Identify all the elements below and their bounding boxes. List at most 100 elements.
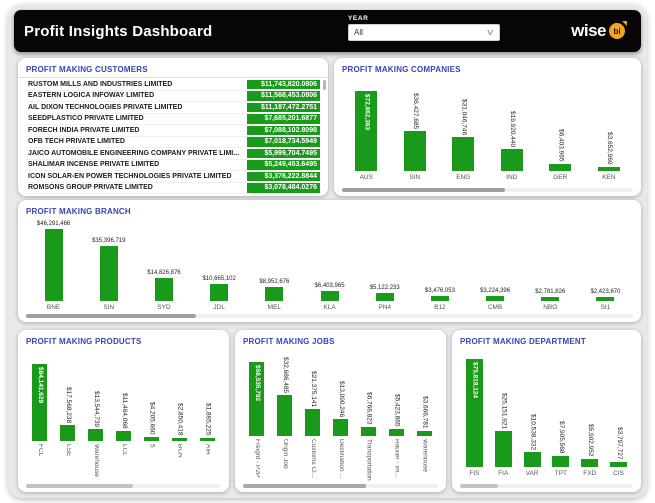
- bar[interactable]: $72,862,363: [355, 91, 378, 171]
- bar[interactable]: $75,818,124: [465, 359, 483, 467]
- bar-group: $13,090,246 Destination ...: [327, 349, 355, 481]
- bar-value-label: $6,403,965: [557, 129, 565, 162]
- bar-group: $10,538,332 VAR: [518, 349, 547, 482]
- customer-name: ICON SOLAR-EN POWER TECHNOLOGIES PRIVATE…: [28, 172, 232, 180]
- card-title: PROFIT MAKING CUSTOMERS: [26, 65, 148, 74]
- bar[interactable]: [610, 462, 628, 467]
- bar[interactable]: [305, 409, 321, 436]
- bar-group: $35,396,719 SIN: [81, 219, 136, 316]
- bar-value-label: $5,122,233: [369, 285, 400, 291]
- bar[interactable]: [388, 429, 404, 436]
- horizontal-scrollbar-thumb[interactable]: [342, 188, 505, 192]
- customer-name: SEEDPLASTICO PRIVATE LIMITED: [28, 115, 144, 123]
- bar[interactable]: [430, 296, 449, 301]
- bar-category-label: Transportation: [365, 439, 372, 481]
- bar[interactable]: [403, 131, 426, 171]
- bar[interactable]: [320, 291, 339, 301]
- bar-value-label: $6,403,965: [314, 283, 345, 289]
- customer-value: $3,376,222.8844: [247, 171, 320, 181]
- bar[interactable]: [500, 149, 523, 171]
- bar-group: $2,781,826 NBO: [523, 219, 578, 316]
- department-bar-chart: $75,818,124 FIS $25,151,921 FIA $10,538,332 V…: [460, 349, 633, 482]
- bar[interactable]: [452, 137, 475, 171]
- bar[interactable]: [210, 284, 229, 301]
- horizontal-scrollbar-thumb[interactable]: [26, 484, 134, 488]
- bar[interactable]: [199, 438, 215, 441]
- customer-value: $7,018,734.5949: [247, 137, 320, 147]
- page-title: Profit Insights Dashboard: [24, 22, 213, 40]
- bar[interactable]: [44, 229, 63, 301]
- bar[interactable]: [375, 293, 394, 301]
- bar[interactable]: [171, 438, 187, 441]
- card-profit-making-products: PROFIT MAKING PRODUCTS $84,141,629 FCL $17…: [18, 330, 229, 492]
- vertical-scrollbar-thumb[interactable]: [323, 80, 326, 90]
- card-profit-making-branch: PROFIT MAKING BRANCH $46,291,466 BNE $35,3…: [18, 200, 641, 322]
- bar[interactable]: [116, 431, 131, 441]
- bar[interactable]: [523, 452, 541, 467]
- bar-group: $4,205,660 5: [137, 349, 165, 484]
- bar-group: $2,423,670 SI1: [578, 219, 633, 316]
- customer-name: RUSTOM MILLS AND INDUSTRIES LIMITED: [28, 80, 173, 88]
- bar[interactable]: [486, 296, 505, 301]
- bar[interactable]: [360, 427, 376, 436]
- bar-category-label: FCL: [37, 444, 44, 457]
- customer-value: $5,249,453.6495: [247, 160, 320, 170]
- table-row[interactable]: SEEDPLASTICO PRIVATE LIMITED $7,685,201.6…: [26, 114, 320, 125]
- table-row[interactable]: AIL DIXON TECHNOLOGIES PRIVATE LIMITED $1…: [26, 102, 320, 114]
- bar[interactable]: [60, 425, 76, 441]
- bar[interactable]: $58,535,792: [249, 362, 265, 436]
- bar[interactable]: [416, 431, 432, 436]
- bar[interactable]: [277, 395, 293, 436]
- table-row[interactable]: OFB TECH PRIVATE LIMITED $7,018,734.5949: [26, 137, 320, 148]
- table-row[interactable]: RUSTOM MILLS AND INDUSTRIES LIMITED $11,7…: [26, 79, 320, 91]
- bar[interactable]: [99, 246, 118, 301]
- bar-category-label: SIN: [103, 304, 115, 311]
- bar[interactable]: [143, 437, 159, 441]
- wise-logo-text: wise: [571, 21, 606, 40]
- table-row[interactable]: ICON SOLAR-EN POWER TECHNOLOGIES PRIVATE…: [26, 171, 320, 183]
- customer-value: $5,999,704.7495: [247, 148, 320, 158]
- bar[interactable]: [88, 429, 104, 441]
- card-title: PROFIT MAKING JOBS: [243, 337, 335, 346]
- bar-group: $11,464,068 LCL: [110, 349, 138, 484]
- bar[interactable]: [541, 297, 560, 301]
- bar-value-label: $17,568,238: [65, 386, 73, 423]
- bar-category-label: SI1: [600, 304, 611, 311]
- bar-value-label: $31,046,746: [460, 98, 468, 135]
- bar[interactable]: [549, 164, 572, 171]
- dashboard-canvas: Profit Insights Dashboard YEAR All ∨ wis…: [8, 4, 647, 498]
- year-dropdown[interactable]: All ∨: [348, 24, 500, 41]
- customer-name: EASTERN LOGICA INFOWAY LIMITED: [28, 92, 155, 100]
- bar-group: $3,652,969 KEN: [585, 77, 634, 186]
- horizontal-scrollbar-thumb[interactable]: [460, 484, 499, 488]
- bar[interactable]: [597, 167, 620, 171]
- bar-value-label: $2,850,418: [176, 403, 184, 436]
- table-row[interactable]: EASTERN LOGICA INFOWAY LIMITED $11,568,45…: [26, 91, 320, 102]
- year-filter: YEAR All ∨: [348, 15, 500, 41]
- table-row[interactable]: FORECH INDIA PRIVATE LIMITED $7,088,102.8…: [26, 125, 320, 137]
- bar-category-label: VAR: [525, 470, 539, 477]
- bar[interactable]: [154, 278, 173, 301]
- table-row[interactable]: SHALIMAR INCENSE PRIVATE LIMITED $5,249,4…: [26, 160, 320, 171]
- bar[interactable]: [552, 456, 570, 467]
- bar[interactable]: $84,141,629: [32, 364, 48, 441]
- bar-category-label: FIS: [469, 470, 480, 477]
- horizontal-scrollbar-thumb[interactable]: [26, 314, 196, 318]
- bar[interactable]: [333, 419, 348, 436]
- customer-value: $11,187,472.2751: [247, 102, 320, 112]
- bar[interactable]: [494, 431, 512, 467]
- jobs-bar-chart: $58,535,792 Freight - P2P $32,686,485 Origi…: [243, 349, 438, 481]
- bar-category-label: AUS: [359, 174, 373, 181]
- horizontal-scrollbar-thumb[interactable]: [243, 484, 366, 488]
- bar[interactable]: [581, 459, 599, 467]
- card-profit-making-jobs: PROFIT MAKING JOBS $58,535,792 Freight - …: [235, 330, 446, 492]
- bar[interactable]: [596, 297, 615, 301]
- bar-group: $25,151,921 FIA: [489, 349, 518, 482]
- bar-value-label: $8,952,676: [259, 279, 290, 285]
- bar[interactable]: [265, 287, 284, 301]
- companies-bar-chart: $72,862,363 AUS $36,427,685 SIN $31,046,746 E…: [342, 77, 633, 186]
- bar-group: $7,905,568 TPT: [546, 349, 575, 482]
- bar-category-label: FXD: [583, 470, 597, 477]
- table-row[interactable]: ROMSONS GROUP PRIVATE LIMITED $3,078,484.…: [26, 183, 320, 194]
- table-row[interactable]: JAICO AUTOMOBILE ENGINEERING COMPANY PRI…: [26, 148, 320, 160]
